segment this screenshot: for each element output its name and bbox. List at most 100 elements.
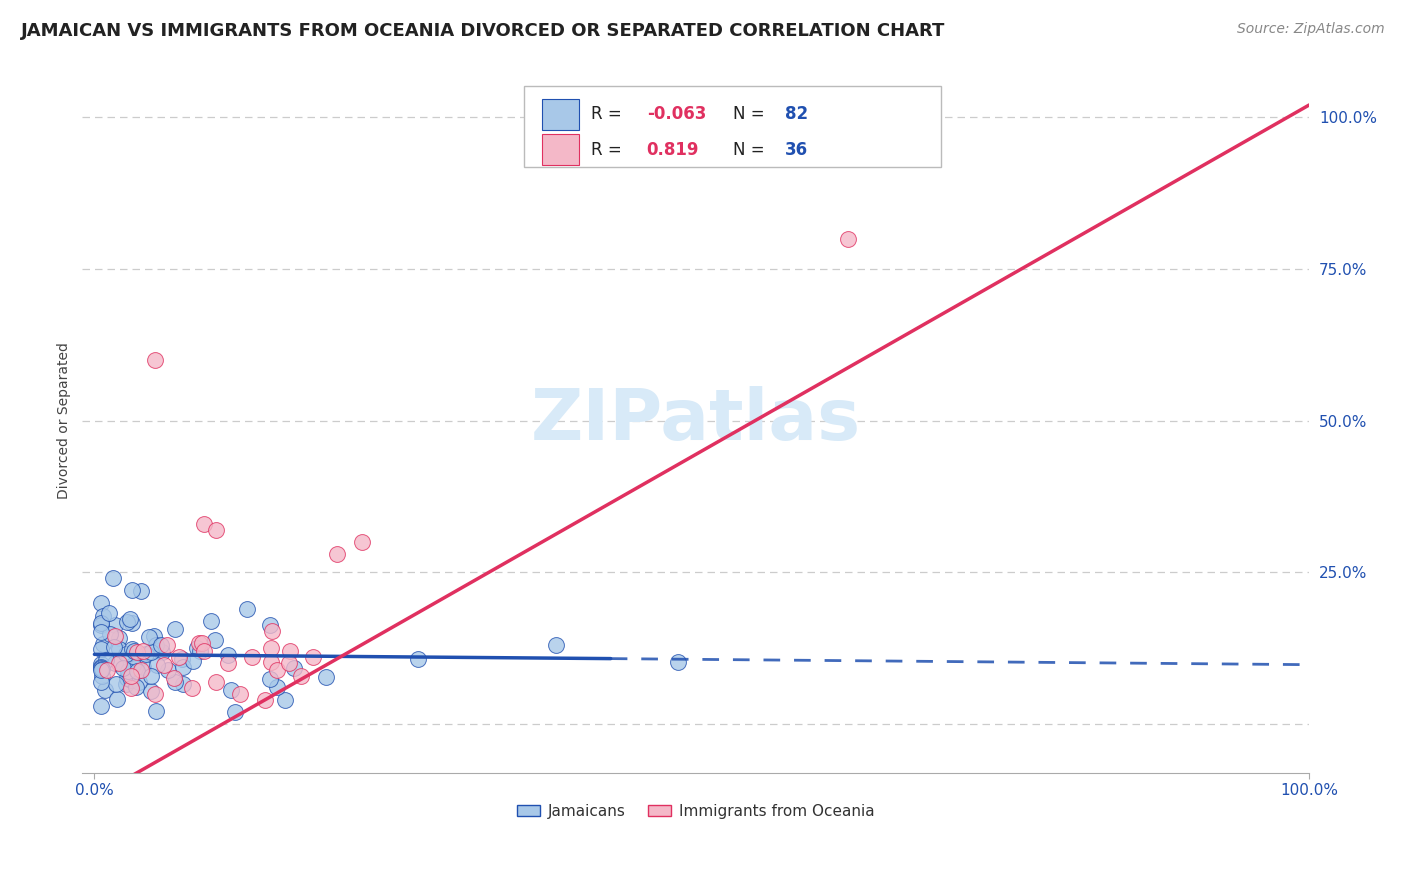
Point xyxy=(111,661,134,675)
Point xyxy=(217,657,239,671)
Point xyxy=(120,673,142,687)
Point xyxy=(163,622,186,636)
Point xyxy=(236,602,259,616)
Text: 0.819: 0.819 xyxy=(647,141,699,159)
Point xyxy=(219,682,242,697)
Point xyxy=(89,661,111,675)
Point xyxy=(259,672,281,686)
Point xyxy=(142,629,165,643)
Point xyxy=(104,617,127,632)
Point xyxy=(89,698,111,713)
Point xyxy=(122,644,145,658)
Point xyxy=(163,674,186,689)
Point xyxy=(172,659,194,673)
Point xyxy=(217,648,239,662)
Point xyxy=(180,681,202,695)
Point xyxy=(186,640,208,655)
Point xyxy=(260,624,283,639)
Point xyxy=(188,644,211,658)
Point xyxy=(103,640,125,654)
Point xyxy=(96,663,118,677)
Point xyxy=(127,664,149,678)
Point xyxy=(260,640,283,655)
Point xyxy=(93,636,115,650)
Point xyxy=(240,650,263,665)
Point xyxy=(139,669,162,683)
Point xyxy=(115,615,138,630)
Point xyxy=(145,704,167,718)
Text: JAMAICAN VS IMMIGRANTS FROM OCEANIA DIVORCED OR SEPARATED CORRELATION CHART: JAMAICAN VS IMMIGRANTS FROM OCEANIA DIVO… xyxy=(21,22,945,40)
Point xyxy=(105,692,128,706)
Point xyxy=(326,547,349,561)
Point xyxy=(89,618,111,632)
Point xyxy=(124,680,146,694)
Y-axis label: Divorced or Separated: Divorced or Separated xyxy=(58,343,72,499)
Point xyxy=(302,650,325,665)
Point xyxy=(132,644,155,658)
Point xyxy=(89,657,111,672)
Point xyxy=(138,630,160,644)
Point xyxy=(406,652,429,666)
Point xyxy=(204,632,226,647)
Point xyxy=(91,608,114,623)
Text: N =: N = xyxy=(733,141,769,159)
Point xyxy=(274,693,297,707)
Point xyxy=(266,680,288,694)
Text: N =: N = xyxy=(733,105,769,123)
Point xyxy=(193,516,215,531)
Point xyxy=(104,629,127,643)
Point xyxy=(89,616,111,631)
Point xyxy=(128,674,150,689)
Point xyxy=(188,636,211,650)
Point xyxy=(89,596,111,610)
Point xyxy=(253,693,276,707)
Point xyxy=(107,631,129,645)
Point xyxy=(181,654,204,668)
Point xyxy=(129,583,152,598)
Point xyxy=(91,669,114,683)
Point xyxy=(117,671,139,685)
Point xyxy=(89,663,111,677)
Point xyxy=(315,670,337,684)
Point xyxy=(200,614,222,628)
Text: -0.063: -0.063 xyxy=(647,105,706,123)
Point xyxy=(121,583,143,598)
Point xyxy=(145,639,167,653)
Legend: Jamaicans, Immigrants from Oceania: Jamaicans, Immigrants from Oceania xyxy=(510,797,880,825)
Point xyxy=(89,624,111,639)
Point xyxy=(146,658,169,673)
FancyBboxPatch shape xyxy=(543,134,579,165)
Point xyxy=(283,661,305,675)
FancyBboxPatch shape xyxy=(543,99,579,130)
Point xyxy=(143,352,166,367)
Point xyxy=(156,638,179,652)
Point xyxy=(120,681,142,695)
Point xyxy=(128,652,150,666)
Point xyxy=(205,523,228,537)
Point xyxy=(96,653,118,667)
Point xyxy=(120,612,142,626)
Point xyxy=(121,615,143,630)
Point xyxy=(544,638,567,652)
Point xyxy=(229,687,252,701)
Text: Source: ZipAtlas.com: Source: ZipAtlas.com xyxy=(1237,22,1385,37)
Point xyxy=(139,683,162,698)
Point xyxy=(190,636,212,650)
Point xyxy=(120,668,142,682)
Text: R =: R = xyxy=(592,105,627,123)
Point xyxy=(150,645,173,659)
Point xyxy=(157,663,180,677)
Point xyxy=(104,656,127,670)
Point xyxy=(122,657,145,672)
Point xyxy=(224,705,246,719)
Point xyxy=(107,657,129,671)
Point xyxy=(260,655,283,669)
Point xyxy=(89,674,111,689)
Point xyxy=(143,687,166,701)
Point xyxy=(129,663,152,677)
Point xyxy=(115,676,138,690)
Point xyxy=(290,668,312,682)
Point xyxy=(350,535,373,549)
Point xyxy=(205,674,228,689)
Point xyxy=(278,644,301,658)
